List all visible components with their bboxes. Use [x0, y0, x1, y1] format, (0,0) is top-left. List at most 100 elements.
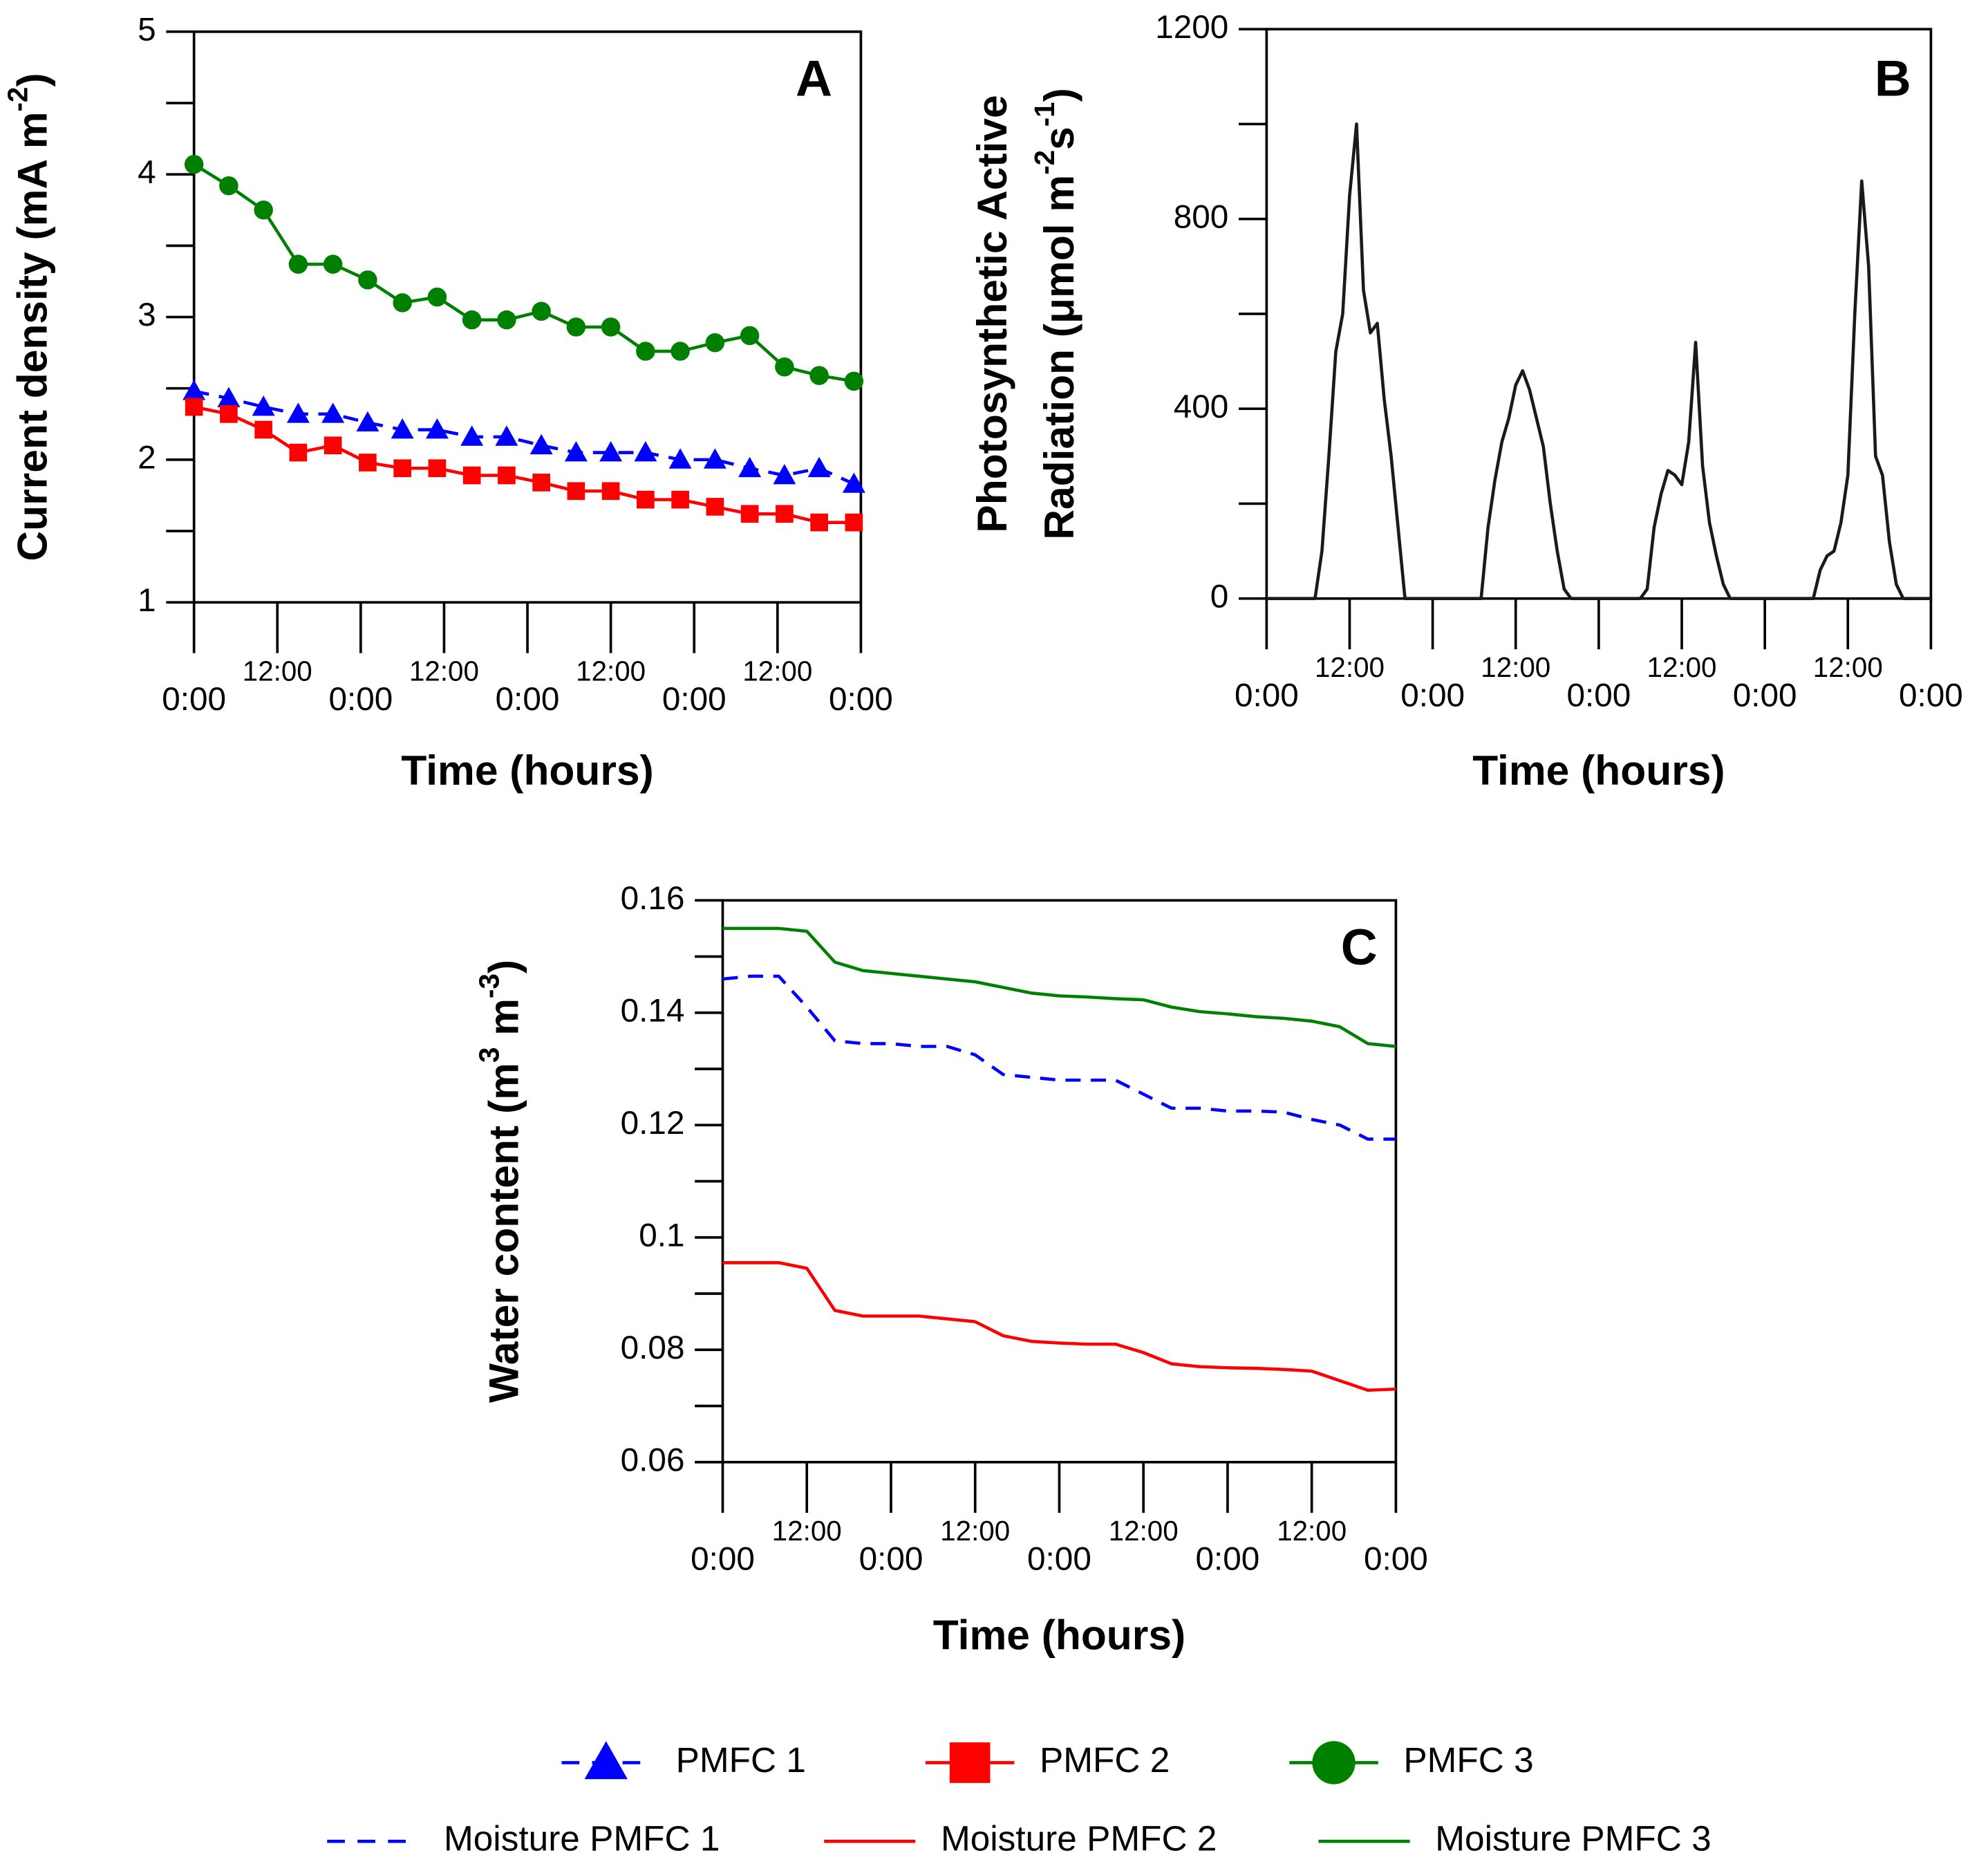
- legend-label: PMFC 3: [1403, 1740, 1533, 1780]
- marker: [498, 466, 516, 485]
- series-line: [722, 926, 1396, 1048]
- marker: [359, 454, 377, 472]
- marker: [740, 326, 760, 346]
- legend-label: PMFC 1: [676, 1740, 806, 1780]
- marker: [634, 441, 657, 462]
- x-tick-label: 12:00: [742, 655, 812, 687]
- y-axis-title-part: -2: [1, 87, 33, 112]
- marker: [497, 310, 516, 330]
- y-axis-title-part: ): [480, 960, 527, 973]
- panel-label: B: [1875, 50, 1911, 107]
- x-axis-title: Time (hours): [933, 1612, 1185, 1659]
- x-tick-label: 12:00: [409, 655, 479, 687]
- legend-label: PMFC 2: [1040, 1740, 1170, 1780]
- marker: [393, 293, 412, 313]
- y-tick-label: 2: [138, 439, 156, 476]
- marker: [566, 317, 586, 337]
- x-tick-label: 12:00: [1481, 651, 1550, 683]
- marker: [321, 402, 345, 423]
- marker: [775, 357, 794, 377]
- marker: [323, 436, 342, 455]
- x-tick-label: 0:00: [1235, 677, 1299, 714]
- y-axis-title: Photosynthetic Active: [968, 95, 1015, 532]
- marker: [460, 425, 484, 446]
- y-axis-title-part: s: [1035, 127, 1082, 150]
- marker: [671, 490, 689, 509]
- y-tick-label: 4: [138, 154, 156, 191]
- marker: [358, 270, 377, 290]
- x-tick-label: 12:00: [1109, 1515, 1179, 1547]
- x-tick-label: 0:00: [328, 681, 393, 718]
- marker: [462, 466, 481, 485]
- panel-label: A: [796, 50, 832, 107]
- marker: [807, 456, 831, 478]
- marker: [809, 366, 829, 385]
- marker: [356, 411, 379, 432]
- marker: [705, 333, 725, 353]
- y-tick-label: 5: [138, 11, 156, 48]
- legend-label: Moisture PMFC 2: [941, 1819, 1217, 1858]
- x-tick-label: 0:00: [496, 681, 560, 718]
- marker: [288, 254, 308, 274]
- marker: [428, 459, 447, 478]
- marker: [636, 342, 655, 361]
- legend-marker: [1312, 1741, 1356, 1785]
- y-axis-title: Radiation (μmol m-2s-1): [1029, 88, 1082, 539]
- y-tick-label: 0.08: [621, 1330, 685, 1366]
- y-axis-title-part: -3: [473, 973, 505, 998]
- x-tick-label: 12:00: [1277, 1515, 1347, 1547]
- marker: [219, 176, 238, 196]
- marker: [182, 380, 206, 400]
- x-tick-label: 0:00: [691, 1540, 755, 1577]
- y-axis-title-part: -2: [1029, 150, 1060, 175]
- marker: [845, 513, 863, 532]
- y-axis-title: Current density (mA m-2): [1, 73, 55, 561]
- y-tick-label: 1: [138, 582, 156, 619]
- y-axis-title-part: ): [1035, 88, 1082, 102]
- y-axis-title-part: 3: [473, 1047, 505, 1063]
- x-tick-label: 0:00: [162, 681, 226, 718]
- marker: [599, 441, 623, 462]
- x-tick-label: 12:00: [940, 1515, 1010, 1547]
- marker: [740, 505, 759, 523]
- legend-marker: [584, 1741, 628, 1780]
- y-axis-title-part: -1: [1029, 102, 1060, 127]
- marker: [184, 154, 204, 174]
- y-tick-label: 0.1: [639, 1217, 684, 1254]
- marker: [567, 482, 585, 501]
- x-tick-label: 0:00: [1566, 677, 1631, 714]
- marker: [706, 498, 724, 516]
- x-axis-title: Time (hours): [1472, 747, 1725, 794]
- series-line: [722, 1261, 1396, 1392]
- y-axis-title: Water content (m3 m-3): [473, 960, 527, 1403]
- marker: [773, 464, 796, 485]
- y-tick-label: 0: [1210, 578, 1229, 615]
- marker: [286, 402, 310, 423]
- x-tick-label: 0:00: [1196, 1540, 1260, 1577]
- x-tick-label: 0:00: [1733, 677, 1797, 714]
- marker: [393, 459, 411, 478]
- series-line: [1266, 122, 1931, 600]
- marker: [532, 301, 551, 322]
- x-tick-label: 0:00: [1400, 677, 1465, 714]
- x-tick-label: 0:00: [859, 1540, 923, 1577]
- y-tick-label: 0.14: [621, 992, 685, 1029]
- series-line: [722, 974, 1396, 1141]
- series-line: [193, 162, 854, 383]
- marker: [391, 418, 414, 439]
- y-tick-label: 1200: [1155, 9, 1228, 46]
- y-axis-title-part: ): [8, 73, 55, 86]
- plot-frame: [192, 30, 863, 604]
- legend-label: Moisture PMFC 3: [1435, 1819, 1711, 1858]
- y-tick-label: 3: [138, 297, 156, 333]
- marker: [738, 456, 762, 478]
- marker: [289, 443, 308, 462]
- marker: [776, 505, 794, 523]
- x-tick-label: 12:00: [772, 1515, 842, 1547]
- marker: [637, 490, 655, 509]
- y-axis-title-part: m: [480, 998, 527, 1047]
- y-tick-label: 400: [1174, 389, 1229, 425]
- y-axis-title-part: Water content (m: [480, 1063, 527, 1403]
- x-tick-label: 0:00: [1899, 677, 1963, 714]
